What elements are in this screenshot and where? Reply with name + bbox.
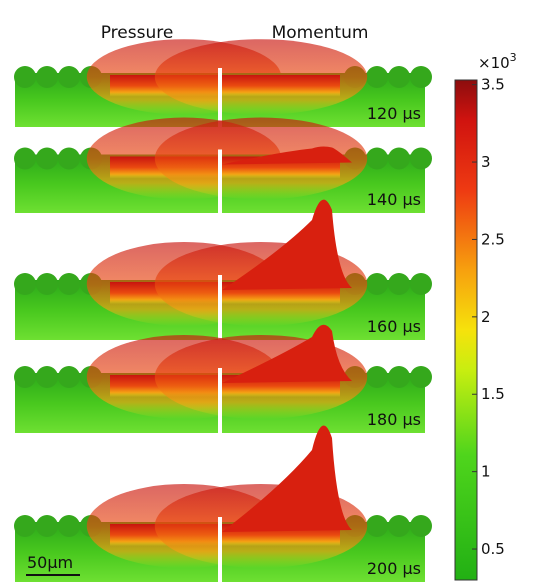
surface-bump [366,273,388,295]
column-header: Momentum [272,23,369,43]
surface-bump [14,366,36,388]
surface-bump [410,273,432,295]
scale-bar-label: 50µm [27,553,73,572]
colorbar [455,80,477,580]
colorbar-tick-label: 2 [481,308,491,326]
figure: Pressure Momentum 120 µs 140 µs 160 µs 180 … [0,0,533,585]
surface-bump [14,148,36,170]
colorbar-multiplier: ×103 [478,51,517,72]
colorbar-tick-label: 0.5 [481,540,505,558]
panel-divider [218,368,222,433]
time-label: 180 µs [367,410,421,429]
surface-bump [36,148,58,170]
surface-bump [14,273,36,295]
surface-bump [388,273,410,295]
panel-divider [218,517,222,582]
surface-bump [388,515,410,537]
surface-bump [410,148,432,170]
surface-bump [410,66,432,88]
surface-bump [14,66,36,88]
melt-pool [222,75,340,97]
surface-bump [410,515,432,537]
surface-bump [58,66,80,88]
colorbar-tick-label: 3.5 [481,76,505,94]
panel-divider [218,68,222,127]
surface-bump [58,273,80,295]
exponent: 3 [510,51,517,64]
colorbar-tick-label: 1.5 [481,385,505,403]
multiplier: ×10 [478,54,510,72]
surface-bump [366,366,388,388]
surface-bump [388,66,410,88]
surface-bump [366,515,388,537]
surface-bump [36,515,58,537]
surface-bump [14,515,36,537]
time-label: 140 µs [367,190,421,209]
surface-bump [58,515,80,537]
colorbar-tick-label: 3 [481,153,491,171]
surface-bump [36,66,58,88]
colorbar-tick-label: 2.5 [481,230,505,248]
surface-bump [366,66,388,88]
surface-bump [388,148,410,170]
time-label: 120 µs [367,104,421,123]
time-label: 160 µs [367,317,421,336]
surface-bump [58,148,80,170]
time-label: 200 µs [367,559,421,578]
column-header: Pressure [101,23,174,43]
surface-bump [388,366,410,388]
panel-divider [218,150,222,214]
panel-divider [218,275,222,340]
surface-bump [36,366,58,388]
surface-bump [366,148,388,170]
surface-bump [36,273,58,295]
surface-bump [58,366,80,388]
surface-bump [410,366,432,388]
colorbar-tick-label: 1 [481,463,491,481]
